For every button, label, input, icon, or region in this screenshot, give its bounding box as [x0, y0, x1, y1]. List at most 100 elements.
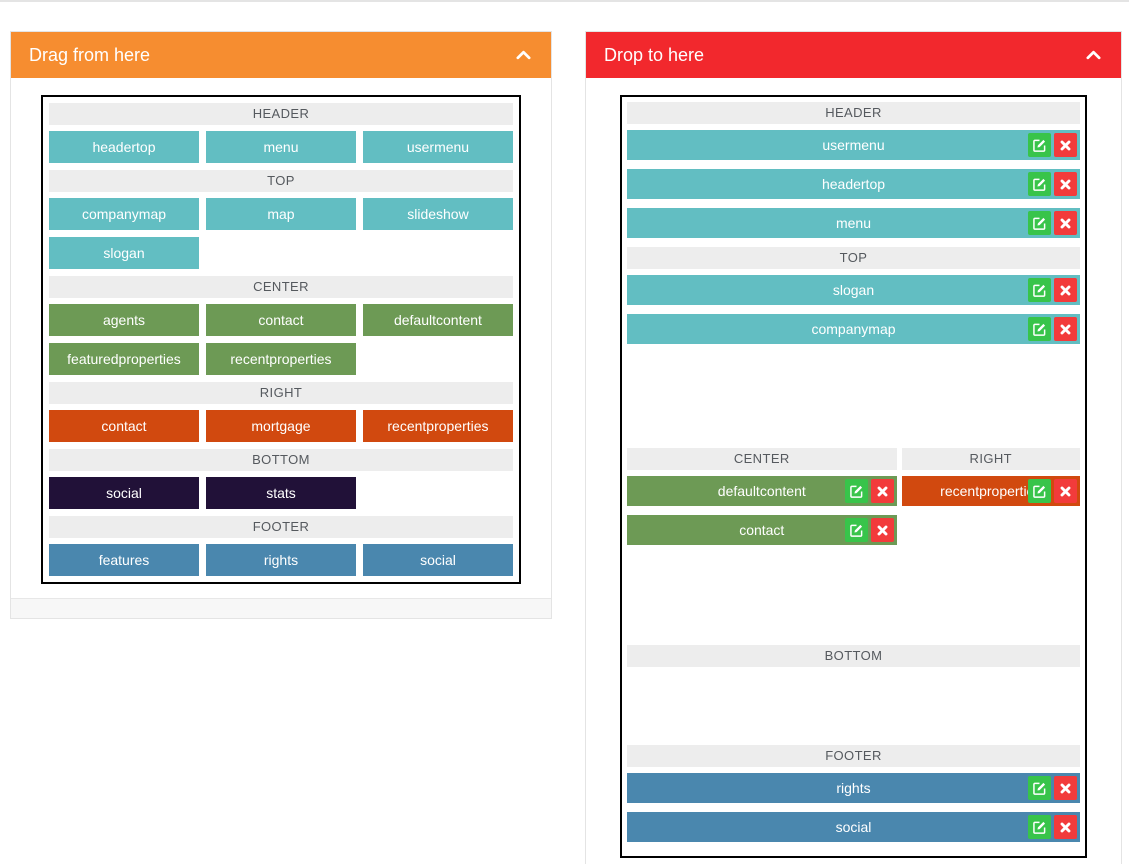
drop-widget-companymap[interactable]: companymap — [627, 314, 1080, 344]
edit-button[interactable] — [1027, 479, 1051, 503]
drop-zone-top[interactable]: TOP slogan companymap — [627, 247, 1080, 448]
drag-widget-agents[interactable]: agents — [49, 304, 199, 336]
delete-icon — [1060, 218, 1071, 228]
drop-panel-collapse-button[interactable] — [1082, 46, 1105, 64]
delete-icon — [1060, 179, 1071, 189]
drag-panel-header: Drag from here — [11, 32, 551, 78]
drag-panel-body: HEADER headertop menu usermenu TOP compa… — [11, 78, 551, 598]
delete-button[interactable] — [1054, 278, 1077, 302]
edit-icon — [1033, 178, 1046, 191]
edit-button[interactable] — [1028, 317, 1051, 341]
drop-widget-recentproperties[interactable]: recentproperties — [901, 476, 1080, 506]
edit-icon — [1033, 217, 1046, 230]
drag-widget-recentproperties-center[interactable]: recentproperties — [205, 343, 356, 375]
drag-widget-slideshow[interactable]: slideshow — [362, 198, 513, 230]
drag-widget-contact-right[interactable]: contact — [49, 410, 199, 442]
drag-section-footer: features rights social — [49, 544, 513, 576]
drop-widget-slogan[interactable]: slogan — [627, 275, 1080, 305]
drag-section-label-right: RIGHT — [49, 382, 513, 404]
drag-widget-defaultcontent[interactable]: defaultcontent — [362, 304, 513, 336]
drop-widget-label: recentproperties — [940, 483, 1042, 499]
edit-icon — [1033, 782, 1046, 795]
drag-widget-social-bottom[interactable]: social — [49, 477, 199, 509]
edit-icon — [849, 485, 862, 498]
delete-icon — [877, 486, 887, 496]
drag-widget-contact-center[interactable]: contact — [205, 304, 356, 336]
delete-button[interactable] — [1054, 317, 1077, 341]
drop-widget-label: contact — [739, 522, 785, 538]
delete-icon — [1060, 285, 1071, 295]
drop-panel: Drop to here HEADER usermenu headertop — [585, 31, 1122, 864]
edit-button[interactable] — [1028, 815, 1051, 839]
delete-button[interactable] — [1054, 776, 1077, 800]
edit-icon — [1033, 139, 1046, 152]
drop-widget-usermenu[interactable]: usermenu — [627, 130, 1080, 160]
drop-zone-footer[interactable]: FOOTER rights social — [627, 745, 1080, 842]
delete-button[interactable] — [1054, 211, 1077, 235]
edit-button[interactable] — [844, 518, 868, 542]
drag-widget-usermenu[interactable]: usermenu — [362, 131, 513, 163]
drag-widget-headertop[interactable]: headertop — [49, 131, 199, 163]
edit-icon — [1033, 284, 1046, 297]
drop-zone-right[interactable]: RIGHT recentproperties — [901, 448, 1080, 645]
delete-button[interactable] — [870, 479, 894, 503]
delete-icon — [1060, 822, 1071, 832]
drop-widget-label: menu — [835, 215, 872, 231]
drop-target-box: HEADER usermenu headertop menu — [620, 95, 1087, 858]
drop-widget-social[interactable]: social — [627, 812, 1080, 842]
drag-widget-mortgage[interactable]: mortgage — [205, 410, 356, 442]
drag-section-label-header: HEADER — [49, 103, 513, 125]
edit-button[interactable] — [1028, 776, 1051, 800]
drop-widget-label: social — [835, 819, 872, 835]
drag-section-center: agents contact defaultcontent featuredpr… — [49, 304, 513, 375]
delete-button[interactable] — [870, 518, 894, 542]
drag-widget-social-footer[interactable]: social — [362, 544, 513, 576]
edit-button[interactable] — [844, 479, 868, 503]
edit-icon — [1033, 323, 1046, 336]
drop-widget-menu[interactable]: menu — [627, 208, 1080, 238]
edit-icon — [849, 524, 862, 537]
drop-widget-headertop[interactable]: headertop — [627, 169, 1080, 199]
drag-widget-stats[interactable]: stats — [205, 477, 356, 509]
delete-icon — [1060, 140, 1071, 150]
drag-widget-companymap[interactable]: companymap — [49, 198, 199, 230]
drop-widget-contact[interactable]: contact — [627, 515, 897, 545]
drop-widget-label: companymap — [811, 321, 896, 337]
drop-section-label-header: HEADER — [627, 102, 1080, 124]
drop-widget-rights[interactable]: rights — [627, 773, 1080, 803]
drag-panel-collapse-button[interactable] — [512, 46, 535, 64]
drag-panel-footer — [11, 598, 551, 618]
drag-widget-recentproperties-right[interactable]: recentproperties — [362, 410, 513, 442]
edit-button[interactable] — [1028, 278, 1051, 302]
drag-section-label-footer: FOOTER — [49, 516, 513, 538]
chevron-up-icon — [516, 50, 531, 60]
drop-widget-defaultcontent[interactable]: defaultcontent — [627, 476, 897, 506]
edit-icon — [1033, 821, 1046, 834]
delete-button[interactable] — [1054, 172, 1077, 196]
drag-widget-features[interactable]: features — [49, 544, 199, 576]
edit-button[interactable] — [1028, 211, 1051, 235]
drag-widget-map[interactable]: map — [205, 198, 356, 230]
drag-widget-featuredproperties[interactable]: featuredproperties — [49, 343, 199, 375]
edit-button[interactable] — [1028, 133, 1051, 157]
drag-section-bottom: social stats — [49, 477, 513, 509]
drop-section-label-top: TOP — [627, 247, 1080, 269]
drag-widget-rights[interactable]: rights — [205, 544, 356, 576]
drop-zone-header[interactable]: HEADER usermenu headertop menu — [627, 102, 1080, 247]
edit-button[interactable] — [1028, 172, 1051, 196]
delete-button[interactable] — [1054, 133, 1077, 157]
drop-widget-label: rights — [836, 780, 871, 796]
drop-zone-columns: CENTER defaultcontent contact RIGHT — [627, 448, 1080, 645]
drop-zone-center[interactable]: CENTER defaultcontent contact — [627, 448, 897, 645]
drag-widget-slogan[interactable]: slogan — [49, 237, 199, 269]
drop-section-label-center: CENTER — [627, 448, 897, 470]
delete-icon — [1060, 783, 1071, 793]
drag-panel: Drag from here HEADER headertop menu use… — [10, 31, 552, 619]
delete-button[interactable] — [1053, 479, 1077, 503]
drop-panel-body: HEADER usermenu headertop menu — [586, 78, 1121, 864]
drop-section-label-bottom: BOTTOM — [627, 645, 1080, 667]
delete-button[interactable] — [1054, 815, 1077, 839]
drag-section-right: contact mortgage recentproperties — [49, 410, 513, 442]
drag-widget-menu[interactable]: menu — [205, 131, 356, 163]
drop-zone-bottom[interactable]: BOTTOM — [627, 645, 1080, 745]
